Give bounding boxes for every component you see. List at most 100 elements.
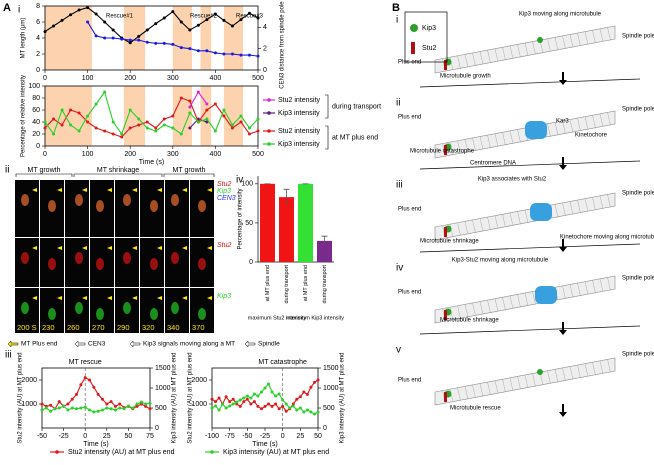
diagram-label: Kip3 associates with Stu2 — [478, 177, 547, 183]
row-numeral: v — [396, 345, 401, 356]
legend-label: CEN3 — [88, 341, 106, 348]
arrow — [207, 296, 212, 300]
protofilament — [592, 30, 596, 44]
protofilament — [509, 130, 514, 144]
flow-arrow — [559, 72, 567, 85]
row-divider — [419, 243, 641, 253]
protofilament — [494, 48, 499, 62]
data-point — [196, 120, 200, 124]
protofilament — [562, 202, 566, 216]
x-tick-label: 200 — [124, 151, 136, 158]
data-point — [77, 8, 81, 12]
y-tick-label: 100 — [241, 181, 253, 188]
data-point — [239, 120, 243, 124]
kinetochore — [525, 121, 547, 139]
y2-axis-label: Kip3 intensity (AU) at MT plus end — [340, 353, 346, 444]
y-tick-label: 1000 — [21, 401, 37, 408]
data-point — [228, 400, 232, 404]
protofilament — [599, 195, 604, 209]
arrow — [57, 246, 62, 250]
protofilament — [457, 55, 461, 69]
data-point — [113, 408, 117, 412]
data-point — [224, 406, 228, 410]
data-point — [62, 404, 66, 408]
panel-numeral: iii — [5, 350, 12, 361]
error-bar — [283, 188, 290, 205]
shaded-band — [45, 86, 92, 146]
data-point — [196, 49, 200, 53]
protofilament — [472, 219, 476, 233]
data-point — [154, 22, 158, 26]
protofilament — [502, 379, 506, 393]
x-axis-label: Time (s) — [83, 441, 108, 448]
data-point — [188, 99, 192, 103]
x-tick-label: 400 — [210, 75, 222, 82]
data-point — [60, 108, 64, 112]
phase-header: MT growth — [28, 167, 61, 174]
data-point — [122, 407, 126, 411]
x-tick-label: 25 — [103, 433, 111, 440]
data-point — [256, 16, 260, 20]
protofilament — [449, 224, 454, 238]
protofilament — [562, 35, 566, 49]
data-point — [222, 108, 226, 112]
data-point — [148, 401, 152, 405]
y-tick-label: 100 — [28, 83, 40, 90]
data-point — [281, 398, 285, 402]
data-point — [305, 408, 309, 412]
y-tick-label: 1000 — [191, 401, 207, 408]
signal — [75, 302, 83, 314]
data-point — [139, 400, 143, 404]
y2-tick-label: 500 — [155, 405, 167, 412]
data-point — [94, 12, 98, 16]
data-point — [86, 6, 90, 10]
y2-tick-label: 0 — [263, 67, 267, 74]
y-tick-label: 60 — [32, 107, 40, 114]
data-point — [256, 54, 260, 58]
data-point — [128, 41, 132, 45]
x-tick-label: 75 — [146, 433, 154, 440]
data-point — [171, 42, 175, 46]
y2-tick-label: 0 — [323, 425, 327, 432]
data-point — [57, 400, 61, 404]
kip3 — [537, 37, 543, 43]
protofilament — [607, 359, 611, 373]
data-point — [228, 404, 232, 408]
protofilament — [577, 200, 581, 214]
micrograph — [115, 180, 139, 237]
arrow — [107, 188, 112, 192]
protofilament — [494, 133, 499, 147]
protofilament — [479, 383, 484, 397]
bar — [260, 183, 275, 262]
data-point — [162, 16, 166, 20]
arrow — [82, 188, 87, 192]
data-point — [242, 396, 246, 400]
legend-arrow — [129, 340, 141, 348]
data-point — [274, 394, 278, 398]
data-point — [70, 406, 74, 410]
data-point — [214, 404, 218, 408]
data-point — [284, 402, 288, 406]
x-axis-label: Time (s) — [252, 441, 277, 448]
y-tick-label: 0 — [249, 259, 253, 266]
data-point — [145, 120, 149, 124]
data-point — [137, 38, 141, 42]
protofilament — [479, 301, 484, 315]
arrow — [157, 296, 162, 300]
diagram-label: Plus end — [398, 378, 421, 384]
legend-swatch — [267, 98, 271, 102]
signal — [96, 258, 104, 270]
data-point — [57, 406, 61, 410]
data-point — [188, 111, 192, 115]
data-point — [137, 123, 141, 127]
data-point — [105, 406, 109, 410]
legend-group: at MT plus end — [332, 134, 378, 141]
kip3 — [410, 24, 418, 32]
protofilament — [487, 382, 491, 396]
diagram-label: Plus end — [398, 290, 421, 296]
legend-swatch — [210, 450, 214, 454]
microtubule — [434, 25, 616, 74]
y2-axis-label: CEN3 distance from spindle pole (μm) — [280, 0, 286, 89]
phase-header: MT growth — [173, 167, 206, 174]
data-point — [70, 397, 74, 401]
